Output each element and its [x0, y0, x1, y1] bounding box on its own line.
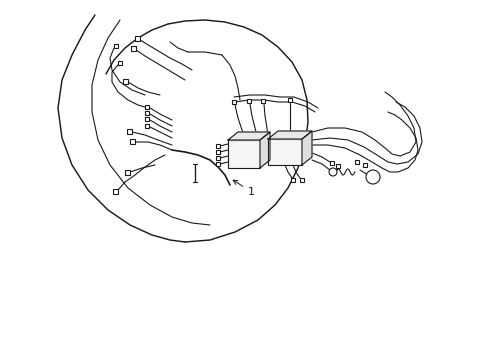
- Bar: [267, 139, 302, 165]
- Bar: [118, 61, 122, 65]
- Bar: [145, 117, 149, 121]
- Bar: [126, 130, 131, 135]
- Bar: [231, 100, 236, 104]
- Bar: [134, 36, 139, 40]
- Bar: [124, 171, 129, 175]
- Bar: [216, 162, 220, 166]
- Bar: [227, 140, 260, 168]
- Polygon shape: [267, 131, 311, 139]
- Bar: [287, 98, 291, 102]
- Bar: [216, 150, 220, 154]
- Bar: [335, 164, 339, 168]
- Bar: [145, 111, 149, 115]
- Text: 1: 1: [233, 180, 254, 197]
- Bar: [145, 124, 149, 128]
- Bar: [290, 178, 294, 182]
- Bar: [246, 99, 250, 103]
- Bar: [261, 99, 264, 103]
- Bar: [216, 156, 220, 160]
- Bar: [114, 44, 118, 48]
- Bar: [329, 161, 333, 165]
- Circle shape: [365, 170, 379, 184]
- Bar: [112, 189, 117, 194]
- Bar: [216, 144, 220, 148]
- Bar: [130, 45, 135, 50]
- Bar: [362, 163, 366, 167]
- Polygon shape: [227, 132, 269, 140]
- Circle shape: [328, 168, 336, 176]
- Bar: [129, 139, 134, 144]
- Bar: [145, 105, 149, 109]
- Polygon shape: [302, 131, 311, 165]
- Bar: [122, 78, 127, 84]
- Bar: [299, 178, 304, 182]
- Polygon shape: [260, 132, 269, 168]
- Bar: [354, 160, 358, 164]
